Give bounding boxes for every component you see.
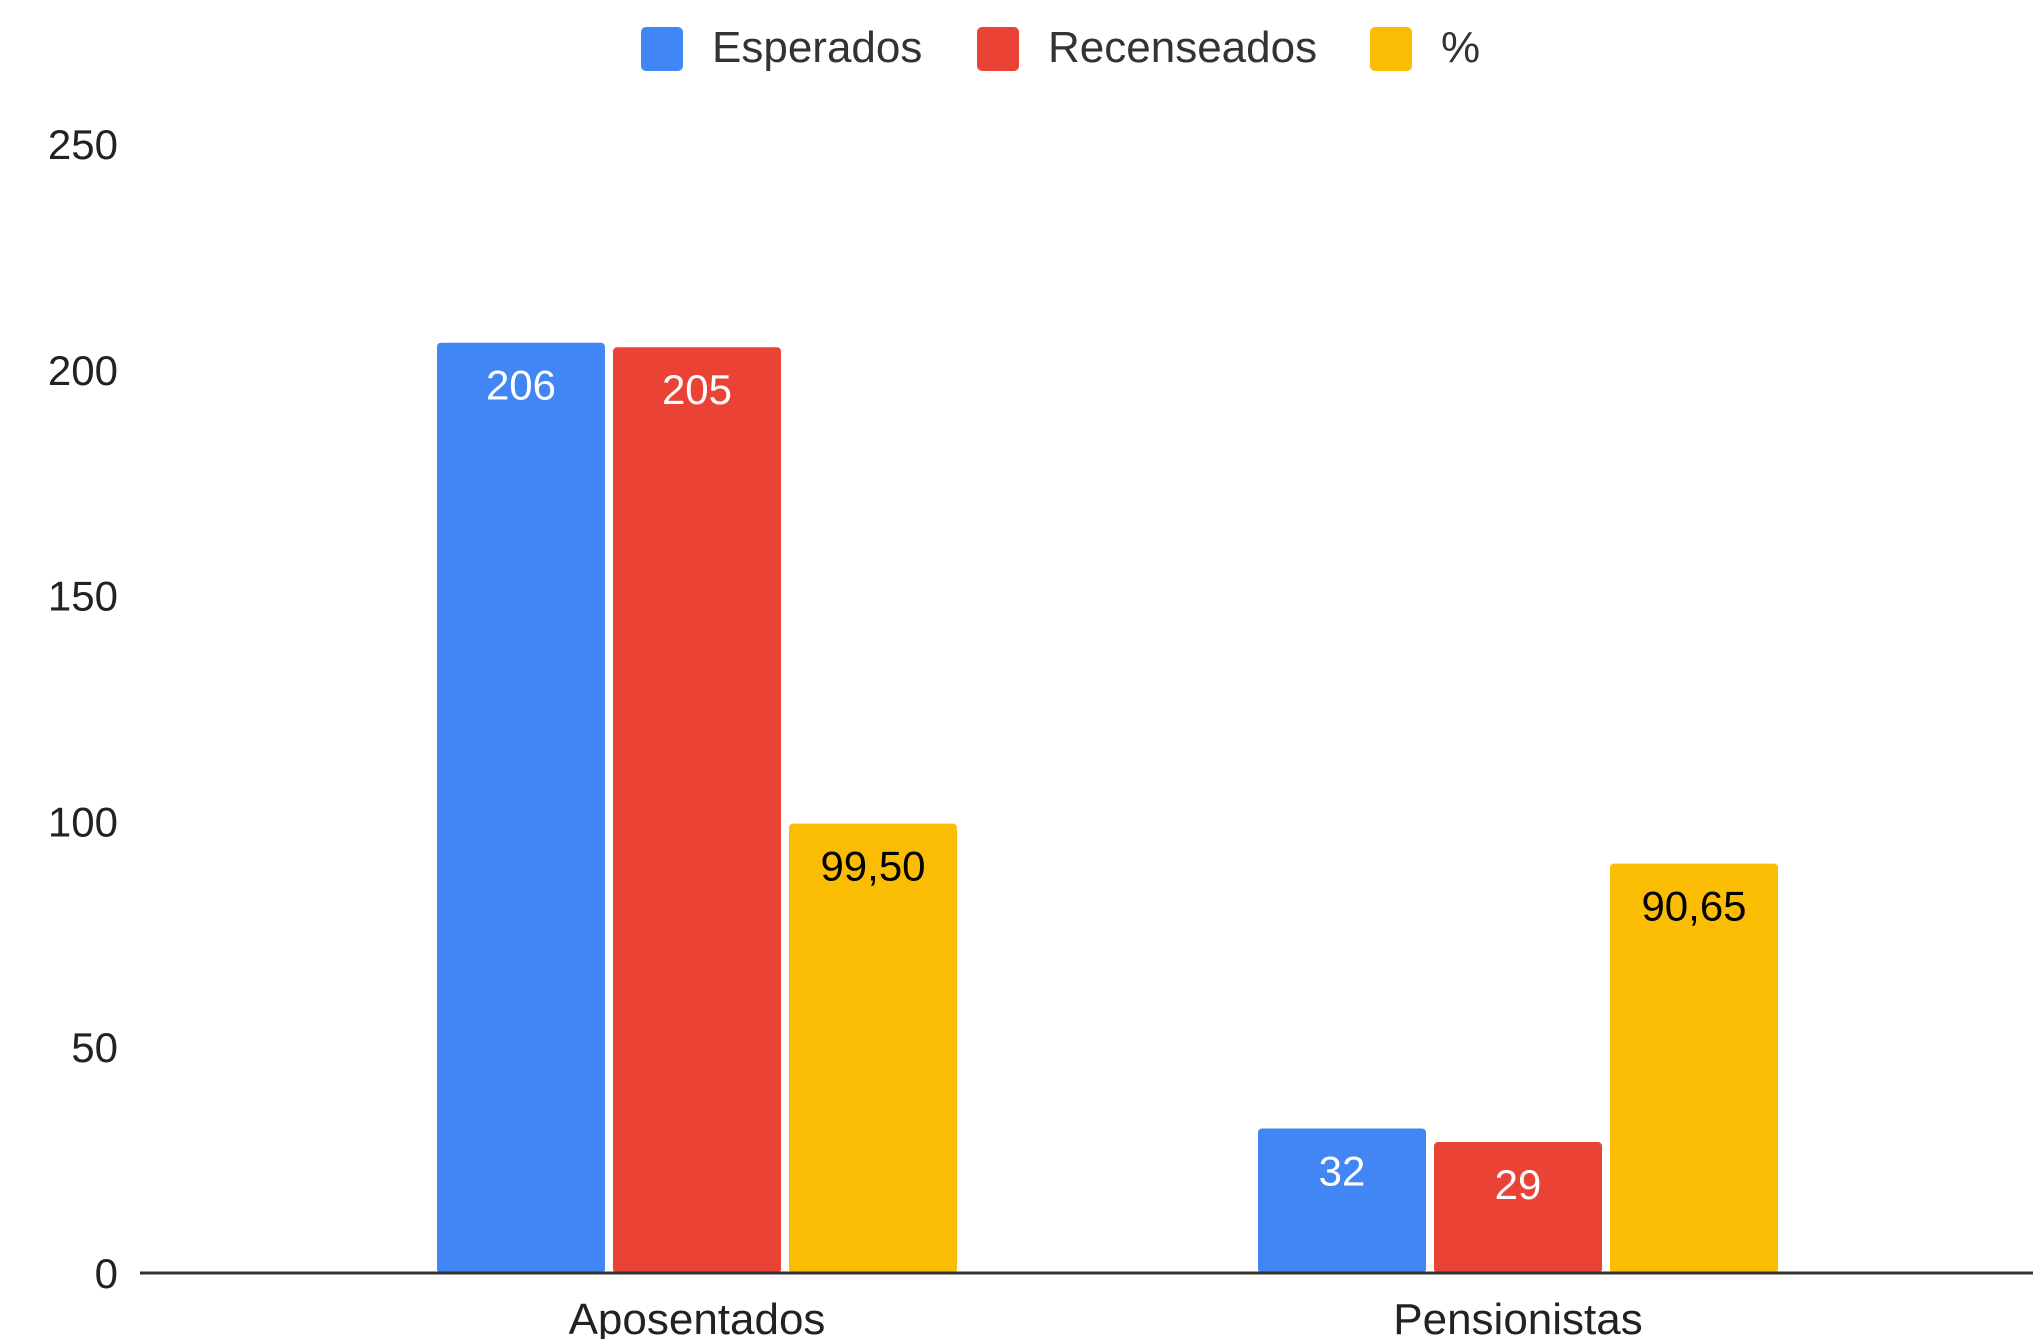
bar xyxy=(437,342,605,1274)
legend-swatch xyxy=(1370,27,1412,71)
y-tick-label: 150 xyxy=(48,573,118,620)
legend: Esperados Recenseados% xyxy=(641,23,1480,72)
y-tick-label: 100 xyxy=(48,798,118,845)
bars xyxy=(437,342,1778,1274)
x-category-label: Pensionistas xyxy=(1393,1295,1642,1339)
bar xyxy=(1258,1128,1426,1273)
bar-value-label: 32 xyxy=(1319,1147,1366,1194)
legend-label: Esperados xyxy=(712,23,922,72)
x-axis-labels: Aposentados Pensionistas xyxy=(569,1295,1643,1339)
legend-swatch xyxy=(641,27,683,71)
bar xyxy=(1434,1142,1602,1273)
y-tick-label: 50 xyxy=(71,1024,118,1071)
bar xyxy=(1610,863,1778,1273)
bar-value-label: 99,50 xyxy=(820,843,925,890)
y-tick-label: 0 xyxy=(95,1250,118,1297)
bar-value-label: 90,65 xyxy=(1641,883,1746,930)
bar xyxy=(613,347,781,1274)
legend-label: Recenseados xyxy=(1048,23,1317,72)
bar-value-label: 205 xyxy=(662,366,732,413)
legend-swatch xyxy=(977,27,1019,71)
y-tick-label: 200 xyxy=(48,347,118,394)
legend-label: % xyxy=(1441,23,1480,72)
bar-value-label: 206 xyxy=(486,362,556,409)
bar-value-label: 29 xyxy=(1495,1161,1542,1208)
y-axis-ticks: 0 50 100 150 200 250 xyxy=(48,121,118,1297)
x-category-label: Aposentados xyxy=(569,1295,826,1339)
y-tick-label: 250 xyxy=(48,121,118,168)
data-labels: 206 205 99,50 32 29 90,65 xyxy=(486,362,1747,1208)
bar xyxy=(789,823,957,1273)
